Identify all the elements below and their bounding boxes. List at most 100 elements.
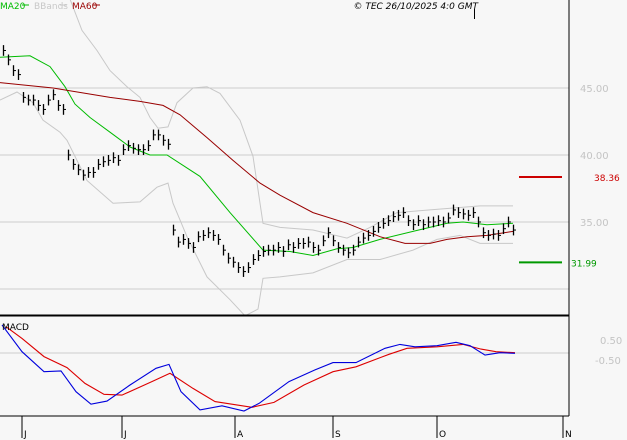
price-bar — [92, 167, 96, 178]
y-tick-label: 45.00 — [580, 84, 609, 95]
price-bar — [217, 234, 221, 245]
level-label: 38.36 — [594, 174, 620, 184]
price-bar — [32, 94, 36, 106]
copyright-timestamp: © TEC 26/10/2025 4:0 GMT — [353, 2, 479, 12]
price-bar — [287, 239, 291, 251]
price-bar — [392, 211, 396, 222]
price-bar — [467, 209, 471, 221]
price-bar — [482, 227, 486, 239]
price-bar — [197, 231, 201, 243]
price-bar — [382, 217, 386, 229]
price-bar — [247, 262, 251, 273]
price-bar — [57, 100, 61, 111]
bbands-upper-line — [69, 0, 513, 239]
price-levels: 38.36 31.99 — [519, 174, 620, 269]
price-bar — [202, 230, 206, 241]
price-bar — [312, 242, 316, 253]
macd-y-tick-label: -0.50 — [595, 356, 621, 367]
price-bar — [432, 216, 436, 228]
price-bar — [302, 238, 306, 249]
x-tick-label: J — [123, 430, 127, 440]
price-bar — [172, 224, 176, 236]
price-gridlines — [0, 87, 569, 290]
macd-label: MACD — [2, 323, 29, 333]
price-bar — [437, 215, 441, 227]
price-bar — [372, 226, 376, 237]
price-bar — [367, 230, 371, 241]
price-bar — [317, 244, 321, 256]
price-bar — [7, 54, 11, 66]
y-tick-label: 35.00 — [580, 218, 609, 229]
price-bar — [407, 215, 411, 227]
price-bar — [82, 169, 86, 181]
price-bar — [177, 236, 181, 248]
price-bar — [22, 92, 26, 103]
price-bar — [272, 244, 276, 256]
signal-line — [5, 326, 516, 408]
macd-lines — [0, 324, 569, 412]
price-bar — [47, 94, 51, 106]
price-bar — [232, 256, 236, 268]
legend: MA20 BBands MA60 — [0, 2, 100, 12]
price-bar — [2, 45, 6, 56]
price-bar — [427, 216, 431, 228]
price-bar — [327, 227, 331, 239]
price-bar — [282, 246, 286, 257]
bollinger-bands — [0, 0, 513, 315]
price-bar — [222, 244, 226, 256]
price-bar — [397, 209, 401, 221]
price-bar — [462, 208, 466, 220]
price-bar — [297, 238, 301, 249]
price-bar — [342, 244, 346, 256]
price-bar — [262, 246, 266, 257]
price-bar — [97, 159, 101, 170]
price-bar — [12, 65, 16, 76]
price-bar — [117, 155, 121, 166]
price-bar — [242, 266, 246, 277]
price-bar — [472, 207, 476, 218]
x-tick-label: S — [335, 430, 341, 440]
price-bar — [442, 216, 446, 228]
price-bar — [52, 89, 56, 101]
price-bar — [502, 223, 506, 235]
price-bar — [347, 247, 351, 259]
price-bar — [422, 219, 426, 231]
price-bars — [2, 45, 516, 277]
price-bar — [492, 228, 496, 240]
price-bar — [62, 104, 66, 115]
price-bar — [237, 262, 241, 273]
price-bar — [292, 242, 296, 253]
price-bar — [27, 94, 31, 106]
price-bar — [267, 244, 271, 256]
price-bar — [252, 254, 256, 265]
price-bar — [477, 216, 481, 228]
price-bar — [107, 155, 111, 166]
ma20-line — [0, 55, 514, 257]
x-tick-label: J — [23, 430, 27, 440]
price-bar — [187, 238, 191, 249]
price-bar — [192, 242, 196, 253]
price-bar — [447, 212, 451, 224]
price-bar — [352, 244, 356, 256]
price-bar — [412, 219, 416, 231]
price-bar — [257, 250, 261, 261]
price-bar — [332, 235, 336, 247]
price-bar — [102, 156, 106, 168]
moving-averages — [0, 55, 514, 257]
price-bar — [127, 140, 131, 151]
price-bar — [507, 216, 511, 228]
price-bar — [157, 129, 161, 141]
x-tick-label: A — [237, 430, 244, 440]
price-bar — [122, 144, 126, 155]
price-bar — [402, 207, 406, 218]
price-bar — [337, 242, 341, 253]
price-bar — [227, 252, 231, 264]
price-bar — [152, 129, 156, 141]
macd-line — [1, 324, 516, 412]
price-bar — [147, 140, 151, 151]
price-bar — [212, 230, 216, 241]
price-bar — [132, 142, 136, 154]
price-bar — [112, 152, 116, 164]
price-bar — [497, 230, 501, 241]
